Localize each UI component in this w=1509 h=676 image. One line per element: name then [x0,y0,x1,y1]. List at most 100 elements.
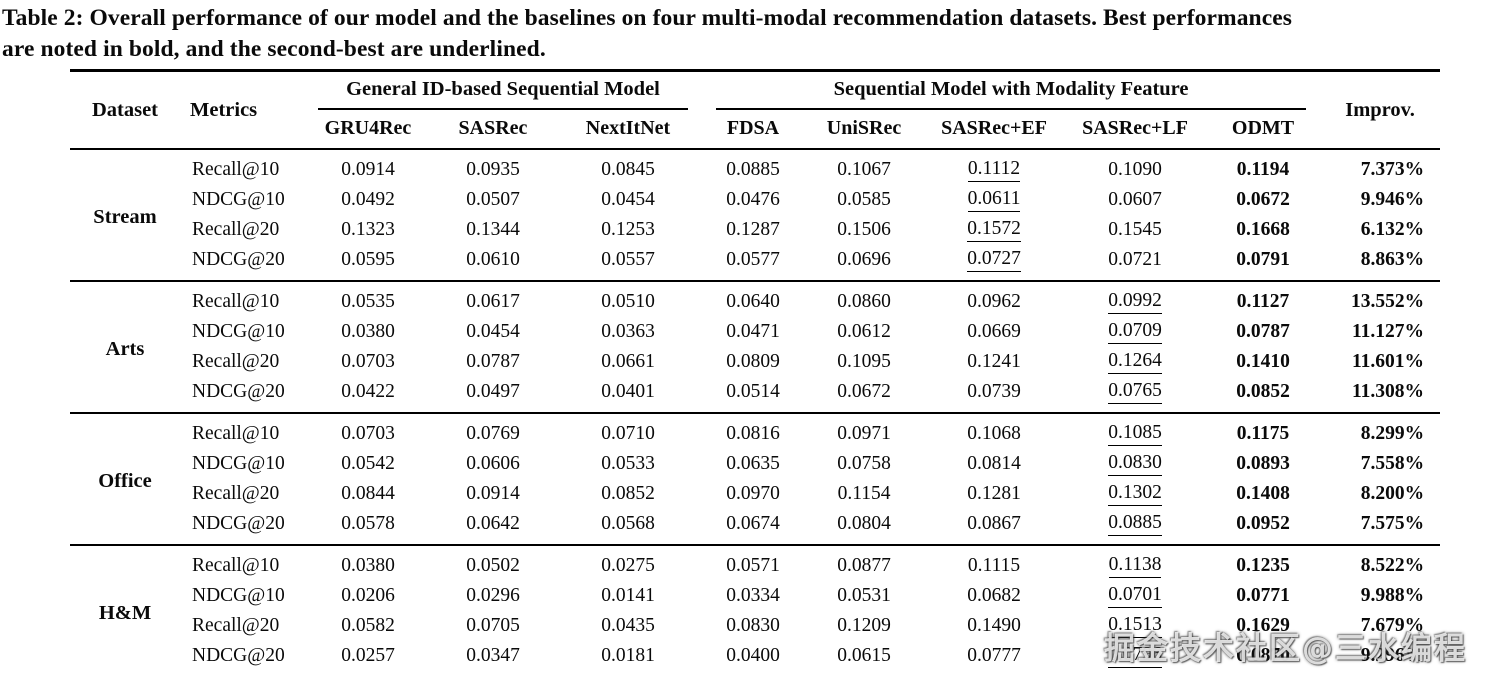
second-best-value: 0.0992 [1108,290,1162,314]
second-best-value: 0.1572 [967,218,1021,242]
score-cell: 0.0471 [726,321,780,342]
score-cell: 0.1241 [967,351,1021,372]
improv-cell: 8.863% [1360,249,1425,270]
table-row: NDCG@20 0.0578 0.0642 0.0568 0.0674 0.0804 0.0… [70,509,1440,545]
second-best-value: 0.1302 [1108,482,1162,506]
col-header-unisrec: UniSRec [804,110,925,150]
metric-label: NDCG@10 [192,453,285,474]
score-cell: 0.0796 [1064,641,1206,676]
improv-cell: 8.299% [1320,412,1441,449]
metric-label: NDCG@10 [192,321,285,342]
score-cell: 0.1067 [837,159,891,180]
score-cell: 0.0535 [304,280,432,317]
score-cell: 0.0640 [702,280,805,317]
second-best-value: 0.0830 [1108,452,1162,476]
score-cell: 0.1115 [924,544,1065,581]
score-cell: 0.0696 [837,249,891,270]
improv-cell: 7.575% [1360,513,1425,534]
second-best-value: 0.1085 [1108,422,1162,446]
score-cell: 0.0791 [1236,249,1290,270]
improv-cell: 7.558% [1360,453,1425,474]
score-cell: 0.0669 [967,321,1021,342]
col-header-improv: Improv. [1320,70,1441,150]
score-cell: 0.1408 [1236,483,1290,504]
score-cell: 0.0497 [466,381,520,402]
metric-label: NDCG@10 [192,189,285,210]
score-cell: 0.0852 [1236,381,1290,402]
metric-label: NDCG@20 [192,381,285,402]
improv-cell: 9.296% [1360,645,1425,666]
caption-line-2: are noted in bold, and the second-best a… [2,36,546,62]
score-cell: 0.0971 [804,412,925,449]
improv-cell: 11.308% [1352,381,1425,402]
dataset-label: H&M [70,544,180,676]
score-cell: 0.0771 [1236,585,1290,606]
score-cell: 0.0814 [967,453,1021,474]
score-cell: 0.0765 [1064,377,1206,413]
score-cell: 0.0758 [837,453,891,474]
score-cell: 0.0615 [837,645,891,666]
second-best-value: 0.0885 [1108,512,1162,536]
col-header-sasrec-lf: SASRec+LF [1064,110,1207,150]
score-cell: 0.0952 [1236,513,1290,534]
score-cell: 0.0709 [1064,317,1206,347]
score-cell: 0.1095 [837,351,891,372]
col-group-id-based-models: General ID-based Sequential Model [304,71,702,110]
score-cell: 0.1281 [967,483,1021,504]
score-cell: 0.0611 [924,185,1064,215]
score-cell: 0.0568 [601,513,655,534]
table-row: NDCG@20 0.0422 0.0497 0.0401 0.0514 0.0672 0.0… [70,377,1440,413]
score-cell: 0.1545 [1108,219,1162,240]
score-cell: 0.0585 [837,189,891,210]
col-header-gru4rec: GRU4Rec [304,110,432,150]
score-cell: 0.0582 [341,615,395,636]
score-cell: 0.0914 [341,159,395,180]
improv-cell: 7.373% [1360,159,1425,180]
score-cell: 0.0816 [702,412,805,449]
score-cell: 0.0787 [1236,321,1290,342]
score-cell: 0.0769 [432,412,554,449]
dataset-label: Office [70,412,180,545]
score-cell: 0.0296 [466,585,520,606]
score-cell: 0.0363 [601,321,655,342]
col-header-sasrec-ef: SASRec+EF [924,110,1065,150]
score-cell: 0.0710 [554,412,703,449]
score-cell: 0.0962 [924,280,1065,317]
score-cell: 0.0682 [967,585,1021,606]
improv-cell: 9.988% [1360,585,1425,606]
score-cell: 0.0578 [341,513,395,534]
score-cell: 0.0703 [304,412,432,449]
score-cell: 0.1235 [1206,544,1321,581]
score-cell: 0.0557 [601,249,655,270]
improv-cell: 8.522% [1320,544,1441,581]
score-cell: 0.1138 [1064,544,1207,581]
score-cell: 0.0257 [341,645,395,666]
table-header: Dataset Metrics General ID-based Sequent… [70,70,1441,150]
score-cell: 0.1506 [837,219,891,240]
score-cell: 0.0510 [554,280,703,317]
metric-label: Recall@20 [192,219,280,240]
dataset-label: Stream [93,206,157,228]
improv-cell: 6.132% [1360,219,1425,240]
score-cell: 0.0845 [601,159,655,180]
improv-cell: 13.552% [1320,280,1441,317]
second-best-value: 0.0765 [1108,380,1162,404]
score-cell: 0.0661 [601,351,655,372]
table-row: NDCG@20 0.0595 0.0610 0.0557 0.0577 0.0696 0.0… [70,245,1440,281]
table-row: Office Recall@10 0.0703 0.0769 0.0710 0.0816 0… [70,412,1441,545]
table-row: Recall@20 0.0844 0.0914 0.0852 0.0970 0.1154 0… [70,479,1440,509]
metric-label: Recall@20 [192,351,280,372]
performance-table: Dataset Metrics General ID-based Sequent… [70,69,1441,676]
score-cell: 0.0777 [967,645,1021,666]
score-cell: 0.1513 [1064,611,1206,641]
score-cell: 0.0885 [1064,509,1206,545]
metric-label: Recall@10 [192,159,280,180]
score-cell: 0.1253 [601,219,655,240]
second-best-value: 0.0611 [967,188,1021,212]
improv-cell: 11.601% [1352,351,1425,372]
score-cell: 0.1264 [1064,347,1206,377]
table-body: Stream Recall@10 0.0914 0.0935 0.0845 0.0885 0… [70,149,1441,676]
group-header-row: Dataset Metrics General ID-based Sequent… [70,70,1441,150]
col-header-dataset: Dataset [70,70,180,150]
metric-label: NDCG@10 [192,585,285,606]
